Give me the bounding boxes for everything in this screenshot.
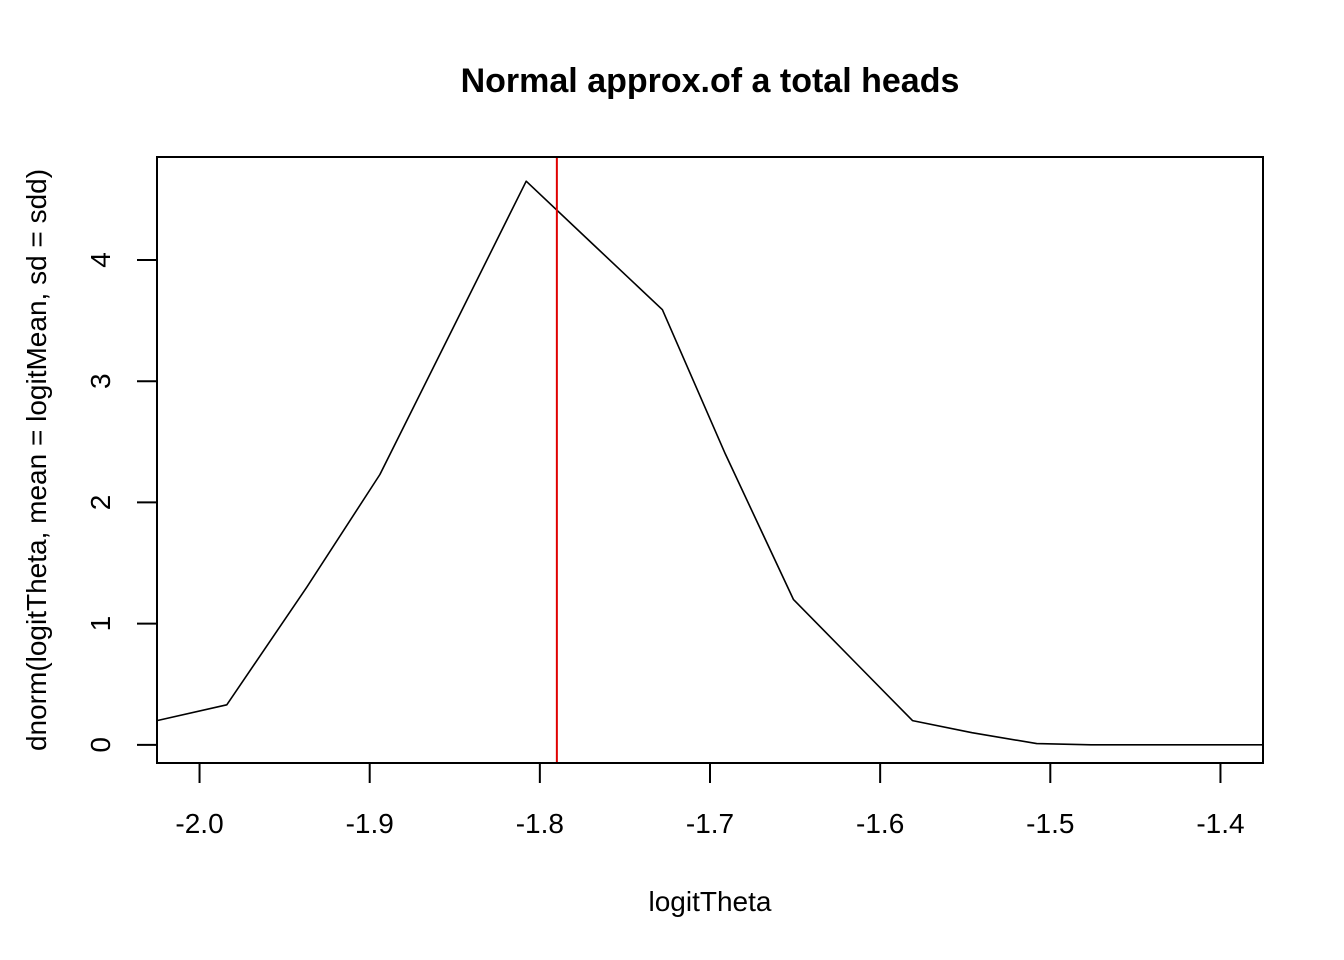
y-tick-label: 3: [85, 373, 116, 389]
x-tick-label: -1.5: [1026, 808, 1074, 839]
y-tick-label: 1: [85, 616, 116, 632]
chart-title: Normal approx.of a total heads: [461, 62, 960, 100]
x-tick-label: -1.7: [686, 808, 734, 839]
x-tick-label: -1.9: [346, 808, 394, 839]
x-tick-label: -1.6: [856, 808, 904, 839]
y-axis-label: dnorm(logitTheta, mean = logitMean, sd =…: [21, 169, 52, 751]
y-tick-label: 0: [85, 737, 116, 753]
y-axis: 0 1 2 3 4: [85, 252, 158, 753]
series-line-0: [156, 180, 1263, 746]
x-axis: -2.0 -1.9 -1.8 -1.7 -1.6 -1.5 -1.4: [175, 762, 1245, 839]
y-tick-label: 4: [85, 252, 116, 268]
x-tick-label: -1.4: [1196, 808, 1244, 839]
x-tick-label: -2.0: [175, 808, 223, 839]
x-tick-label: -1.8: [516, 808, 564, 839]
x-axis-label: logitTheta: [649, 886, 772, 917]
plot-area: [156, 157, 1263, 763]
y-tick-label: 2: [85, 495, 116, 511]
